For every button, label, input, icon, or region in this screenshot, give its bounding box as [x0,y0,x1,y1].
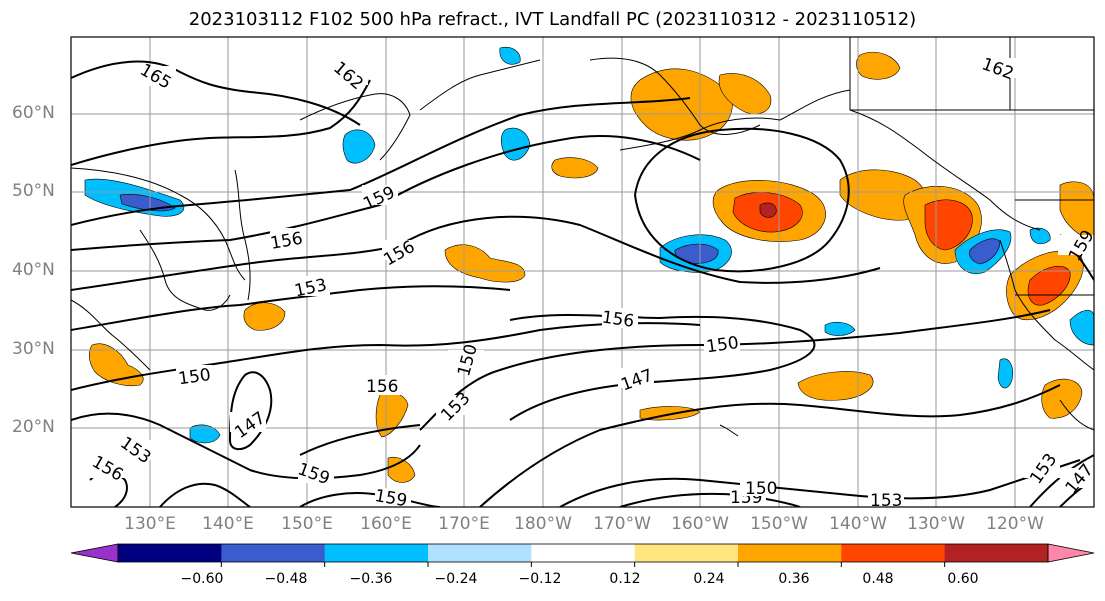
lon-label-170w: 170°W [593,514,651,534]
colorbar-segment [841,544,946,562]
contour-label: 156 [366,377,398,397]
colorbar-segment [634,544,739,562]
lon-label-140e: 140°E [202,514,254,534]
positive-anomaly-patch [444,244,526,283]
map-frame [70,36,1095,508]
contour-labels: 165 162 162 159 159 159 159 159 156 156 … [88,54,1094,511]
colorbar-tick-label: 0.12 [609,571,641,587]
contour-label: 150 [705,333,740,357]
colorbar-segment [324,544,429,562]
positive-anomaly-patch [797,371,874,401]
colorbar-tick-label: −0.60 [180,571,224,587]
lon-label-120w: 120°W [986,514,1044,534]
colorbar-tick-label: −0.48 [264,571,308,587]
colorbar-segment [118,544,222,562]
contour-label: 150 [745,479,777,499]
positive-anomaly-patch [718,73,772,115]
colorbar-segment [428,544,532,562]
map-title: 2023103112 F102 500 hPa refract., IVT La… [188,9,917,30]
positive-anomaly-patch [387,457,416,483]
negative-anomaly-patch [189,424,221,444]
shading-layer [84,47,1094,483]
colorbar-extend-high [1047,543,1095,563]
colorbar-segment [944,544,1049,562]
lon-label-180w: 180°W [514,514,572,534]
negative-anomaly-patch [499,47,521,65]
colorbar-tick-label: 0.48 [862,571,894,587]
colorbar-tick-label: −0.12 [518,571,562,587]
negative-anomaly-patch [997,358,1013,389]
colorbar-tick-label: 0.36 [778,571,810,587]
positive-anomaly-patch [243,302,286,331]
lat-label-40n: 40°N [12,260,55,280]
lat-label-20n: 20°N [12,417,55,437]
lat-label-50n: 50°N [12,181,55,201]
graticule [71,37,1094,507]
colorbar-tick-label: −0.24 [434,571,478,587]
positive-anomaly-patch [1059,181,1094,241]
positive-anomaly-patch [630,68,733,141]
colorbar-border [117,543,1049,563]
lat-label-30n: 30°N [12,339,55,359]
negative-anomaly-patch [119,194,176,212]
colorbar [70,543,1095,567]
colorbar-segment [221,544,326,562]
contour-label: 150 [177,365,212,389]
colorbar-segment [531,544,636,562]
lon-label-160e: 160°E [360,514,412,534]
lon-label-130e: 130°E [124,514,176,534]
positive-anomaly-patch [551,157,599,179]
negative-anomaly-patch [824,321,856,336]
lat-label-60n: 60°N [12,103,55,123]
negative-anomaly-patch [1029,227,1051,245]
colorbar-extend-low [70,543,119,563]
colorbar-segment [738,544,842,562]
map-area: 165 162 162 159 159 159 159 159 156 156 … [71,37,1094,511]
lon-label-150w: 150°W [750,514,808,534]
positive-anomaly-patch [924,199,973,251]
lon-label-150e: 150°E [281,514,333,534]
colorbar-tick-label: 0.24 [693,571,725,587]
lon-label-160w: 160°W [671,514,729,534]
positive-anomaly-patch [856,51,901,80]
positive-anomaly-patch [89,343,144,387]
contour-label: 159 [373,486,408,511]
negative-anomaly-patch [969,238,1001,265]
lon-label-170e: 170°E [438,514,490,534]
contour-label: 153 [870,491,902,511]
negative-anomaly-patch [1069,309,1094,346]
colorbar-tick-label: −0.36 [349,571,393,587]
height-contours [71,60,1094,507]
negative-anomaly-patch [342,129,376,164]
lon-label-140w: 140°W [829,514,887,534]
positive-anomaly-patch [759,202,777,218]
lon-label-130w: 130°W [907,514,965,534]
colorbar-tick-label: 0.60 [947,571,979,587]
contour-label: 156 [601,308,636,332]
